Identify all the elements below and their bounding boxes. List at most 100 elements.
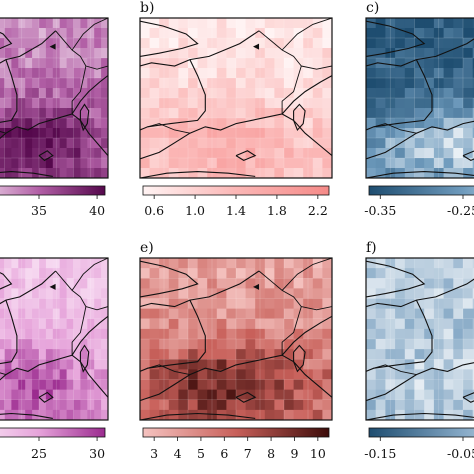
city-marker-icon — [49, 43, 56, 50]
colorbar-tick-label: 6 — [220, 446, 228, 461]
colorbar-tick-label: 4 — [174, 446, 182, 461]
panel-d: 202530 — [0, 257, 109, 461]
colorbar-tick-label: 1.8 — [267, 203, 287, 218]
coastline — [281, 75, 332, 115]
coastline — [0, 354, 108, 398]
city-marker-icon — [49, 283, 56, 290]
coastline — [0, 171, 53, 177]
coastline — [366, 120, 474, 160]
colorbar — [368, 427, 474, 438]
coastline — [281, 315, 332, 356]
panel-label: c) — [366, 0, 379, 16]
map-e — [140, 258, 332, 420]
coastline — [462, 392, 474, 403]
coastline — [140, 412, 256, 420]
panel-label: f) — [366, 240, 377, 256]
colorbar-tick-label: -0.05 — [447, 446, 474, 461]
coastline — [140, 171, 256, 178]
coastline — [366, 299, 433, 372]
panel-c: c)-0.35-0.25-0.1 — [364, 0, 474, 218]
country-border — [0, 131, 7, 134]
coastline — [0, 270, 56, 305]
coastline — [0, 30, 56, 64]
map-a — [0, 18, 108, 178]
panel-label: b) — [140, 0, 154, 16]
coastline — [235, 150, 257, 162]
country-border — [301, 65, 332, 70]
map-frame — [365, 257, 474, 421]
coastline — [366, 278, 474, 308]
country-border — [0, 372, 7, 376]
country-border — [301, 306, 332, 311]
colorbar-tick-label: 8 — [267, 446, 275, 461]
colorbar-tick-label: 3 — [150, 446, 158, 461]
coastline — [140, 260, 199, 298]
country-border — [71, 306, 87, 356]
country-border — [281, 258, 332, 291]
country-border — [85, 65, 108, 70]
panel-b: b) 0.6 1.0 1.4 1.8 2.2 — [139, 0, 333, 218]
country-border — [373, 364, 417, 376]
coastline — [140, 354, 332, 402]
coastline — [140, 113, 332, 160]
map-frame — [365, 17, 474, 179]
country-border — [281, 306, 302, 356]
colorbar-tick-label: 1.4 — [226, 203, 246, 218]
colorbar-tick-label: 0.6 — [144, 203, 164, 218]
colorbar — [142, 185, 330, 196]
colorbar-tick-label: -0.35 — [364, 203, 396, 218]
coastline — [140, 270, 260, 308]
colorbar-tick-label: 35 — [31, 203, 47, 218]
panel-label: e) — [140, 240, 154, 256]
coastline — [79, 344, 90, 373]
coastline — [71, 315, 108, 356]
panel-a: 303540 — [0, 17, 109, 218]
coastline — [38, 150, 54, 162]
map-frame — [0, 257, 109, 421]
colorbar-tick-label: -0.15 — [364, 446, 396, 461]
colorbar-tick-label: -0.25 — [447, 203, 474, 218]
country-border — [71, 65, 87, 114]
coastline — [0, 299, 18, 365]
coastline — [293, 344, 306, 373]
country-border — [71, 258, 108, 291]
coastline — [0, 272, 13, 290]
map-d — [0, 258, 108, 420]
coastline — [366, 362, 474, 402]
coastline — [71, 75, 108, 115]
country-border — [147, 123, 190, 134]
colorbar — [0, 427, 106, 438]
coastline — [235, 391, 257, 403]
map-b — [140, 18, 332, 178]
coastline — [0, 412, 53, 419]
coastline — [462, 150, 474, 162]
map-frame — [139, 257, 333, 421]
coastline — [366, 412, 474, 420]
country-border — [85, 306, 108, 311]
colorbar-tick-label: 40 — [89, 203, 105, 218]
coastline — [79, 103, 90, 132]
country-border — [147, 364, 190, 376]
coastline — [140, 30, 260, 67]
colorbar-tick-label: 30 — [89, 446, 105, 461]
map-c — [366, 18, 474, 178]
country-border — [281, 18, 332, 51]
coastline — [293, 103, 306, 132]
country-border — [373, 123, 417, 134]
colorbar — [0, 185, 106, 196]
colorbar-tick-label: 10 — [310, 446, 326, 461]
coastline — [366, 38, 474, 67]
colorbar-tick-label: 1.0 — [185, 203, 205, 218]
coastline — [140, 299, 206, 372]
panel-f: f)-0.15-0.050.0 — [364, 240, 474, 461]
colorbar-tick-label: 5 — [197, 446, 205, 461]
coastline — [366, 260, 426, 298]
coastline — [0, 113, 108, 156]
colorbar — [368, 185, 474, 196]
city-marker-icon — [253, 283, 260, 290]
map-frame — [139, 17, 333, 179]
coastline — [140, 20, 199, 57]
coastline — [0, 59, 18, 123]
country-border — [281, 65, 302, 114]
